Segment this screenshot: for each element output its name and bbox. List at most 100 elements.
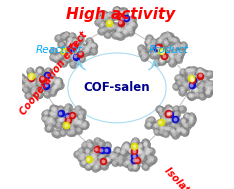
Point <box>173 133 176 136</box>
Point <box>206 91 210 94</box>
Point <box>193 83 197 86</box>
Point <box>202 72 206 75</box>
Point <box>177 58 181 61</box>
Point <box>75 107 79 110</box>
Point <box>182 87 186 90</box>
Point <box>190 78 194 81</box>
Point <box>200 70 203 74</box>
Point <box>198 85 202 88</box>
Point <box>151 40 155 43</box>
Point <box>107 21 111 24</box>
Point <box>61 119 65 122</box>
Point <box>123 30 127 33</box>
Point <box>170 129 174 132</box>
Point <box>116 149 120 153</box>
Point <box>153 124 157 127</box>
Point <box>159 120 162 123</box>
Point <box>180 107 184 110</box>
Point <box>148 44 152 47</box>
Point <box>39 78 42 81</box>
Point <box>55 132 59 135</box>
Point <box>125 20 129 23</box>
Point <box>130 17 133 20</box>
Point <box>129 27 133 30</box>
Point <box>123 10 127 13</box>
Point <box>175 55 179 58</box>
Point <box>29 76 32 79</box>
Point <box>107 19 111 22</box>
Point <box>33 82 37 85</box>
Point <box>38 79 41 82</box>
Point <box>150 118 153 121</box>
Point <box>88 144 91 147</box>
Point <box>135 159 139 162</box>
Point <box>180 87 184 90</box>
Point <box>20 77 23 80</box>
Point <box>85 47 89 50</box>
Point <box>59 42 63 45</box>
Point <box>145 148 149 151</box>
Point <box>189 119 193 122</box>
Point <box>159 50 163 53</box>
Point <box>117 28 121 31</box>
Point <box>123 31 127 34</box>
Point <box>90 152 94 155</box>
Point <box>39 78 43 81</box>
Point <box>24 87 27 90</box>
Point <box>179 50 182 53</box>
Point <box>33 75 37 78</box>
Point <box>207 72 211 75</box>
Point <box>57 118 61 121</box>
Point <box>139 150 143 153</box>
Point <box>78 45 81 48</box>
Point <box>44 84 48 87</box>
Point <box>79 156 83 159</box>
Point <box>53 130 56 133</box>
Point <box>160 58 163 61</box>
Point <box>142 50 146 53</box>
Point <box>48 117 52 120</box>
Point <box>43 86 47 89</box>
Point <box>59 112 63 115</box>
Point <box>174 107 177 110</box>
Point <box>72 39 76 42</box>
Point <box>99 29 103 32</box>
Point <box>159 125 162 129</box>
Point <box>110 155 114 158</box>
Point <box>122 29 126 32</box>
Point <box>64 124 68 127</box>
Point <box>80 124 84 127</box>
Point <box>74 40 78 43</box>
Point <box>80 120 83 123</box>
Point <box>37 68 41 71</box>
Point <box>123 145 127 148</box>
Point <box>181 87 184 90</box>
Point <box>124 162 128 165</box>
Point <box>81 45 85 48</box>
Point <box>198 69 201 72</box>
Point <box>37 90 40 93</box>
Point <box>187 69 191 72</box>
Point <box>55 132 58 135</box>
Point <box>93 148 97 151</box>
Point <box>51 55 55 58</box>
Point <box>81 161 84 164</box>
Point <box>76 51 79 54</box>
Point <box>57 80 61 83</box>
Point <box>155 46 159 50</box>
Point <box>172 46 176 49</box>
Point <box>112 156 116 159</box>
Point <box>66 125 70 128</box>
Point <box>196 90 199 93</box>
Point <box>75 60 79 63</box>
Point <box>178 77 182 80</box>
Point <box>176 56 179 59</box>
Point <box>89 43 92 46</box>
Point <box>101 149 105 152</box>
Point <box>24 88 28 91</box>
Point <box>66 53 70 56</box>
Point <box>70 45 74 48</box>
Point <box>165 33 169 36</box>
Point <box>46 74 49 77</box>
Point <box>178 45 182 48</box>
